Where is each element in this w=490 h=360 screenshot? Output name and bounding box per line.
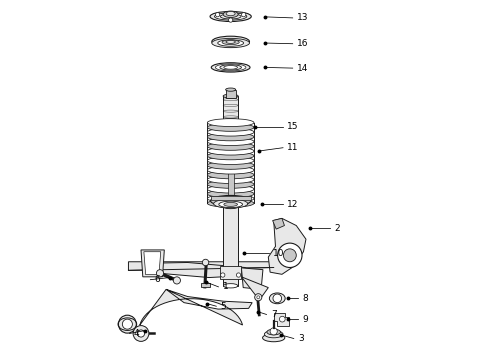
- Bar: [228, 168, 234, 207]
- Ellipse shape: [207, 195, 254, 203]
- Ellipse shape: [207, 180, 254, 188]
- Text: 11: 11: [287, 143, 299, 152]
- Polygon shape: [128, 262, 274, 270]
- Circle shape: [255, 294, 262, 301]
- Bar: [201, 283, 210, 287]
- Ellipse shape: [207, 143, 254, 150]
- Ellipse shape: [220, 14, 241, 19]
- Ellipse shape: [219, 201, 243, 208]
- Text: 13: 13: [297, 13, 309, 22]
- Ellipse shape: [207, 119, 254, 127]
- Ellipse shape: [224, 66, 238, 69]
- Ellipse shape: [224, 202, 238, 206]
- Ellipse shape: [207, 190, 254, 198]
- Circle shape: [257, 296, 260, 299]
- Ellipse shape: [207, 128, 254, 136]
- Ellipse shape: [207, 166, 254, 174]
- Ellipse shape: [228, 167, 234, 169]
- Polygon shape: [274, 313, 289, 325]
- Ellipse shape: [214, 199, 247, 208]
- Ellipse shape: [207, 147, 254, 155]
- Circle shape: [216, 13, 220, 17]
- Circle shape: [119, 315, 136, 333]
- Ellipse shape: [212, 36, 249, 47]
- Text: 9: 9: [302, 315, 308, 324]
- Bar: [220, 266, 242, 279]
- Ellipse shape: [225, 88, 236, 91]
- Ellipse shape: [207, 133, 254, 141]
- Ellipse shape: [223, 204, 238, 209]
- Ellipse shape: [207, 176, 254, 184]
- Text: 5: 5: [220, 302, 226, 311]
- Text: 1: 1: [223, 282, 228, 291]
- Ellipse shape: [215, 13, 247, 20]
- Polygon shape: [242, 268, 263, 289]
- Polygon shape: [223, 207, 238, 286]
- Text: 12: 12: [287, 200, 299, 209]
- Circle shape: [228, 18, 233, 22]
- Circle shape: [270, 328, 277, 335]
- Ellipse shape: [207, 161, 254, 169]
- Text: 15: 15: [287, 122, 299, 131]
- Text: 16: 16: [297, 39, 309, 48]
- Text: 6: 6: [155, 275, 160, 284]
- Bar: [211, 197, 251, 200]
- Circle shape: [220, 273, 225, 277]
- Text: 2: 2: [335, 224, 340, 233]
- Circle shape: [202, 259, 209, 266]
- Circle shape: [137, 330, 145, 337]
- Polygon shape: [269, 219, 306, 274]
- Ellipse shape: [223, 11, 238, 18]
- Circle shape: [242, 13, 246, 17]
- Ellipse shape: [212, 39, 249, 48]
- Text: 14: 14: [297, 64, 308, 73]
- Text: 8: 8: [302, 294, 308, 303]
- Circle shape: [279, 316, 285, 322]
- Ellipse shape: [207, 152, 254, 160]
- Ellipse shape: [223, 284, 238, 288]
- Polygon shape: [140, 289, 252, 325]
- Ellipse shape: [226, 12, 235, 16]
- Text: 7: 7: [271, 310, 276, 319]
- Polygon shape: [272, 219, 285, 229]
- Polygon shape: [144, 252, 161, 275]
- Bar: [225, 90, 236, 98]
- Circle shape: [273, 294, 282, 303]
- Text: 10: 10: [273, 249, 285, 258]
- Ellipse shape: [216, 64, 246, 71]
- Circle shape: [156, 270, 164, 277]
- Ellipse shape: [207, 185, 254, 193]
- Circle shape: [236, 273, 241, 277]
- Ellipse shape: [211, 63, 250, 72]
- Polygon shape: [242, 277, 269, 300]
- Ellipse shape: [207, 138, 254, 145]
- Ellipse shape: [207, 123, 254, 131]
- Text: 3: 3: [298, 334, 304, 343]
- Ellipse shape: [226, 41, 235, 43]
- Circle shape: [173, 277, 180, 284]
- Ellipse shape: [223, 94, 238, 98]
- Circle shape: [283, 249, 296, 262]
- Ellipse shape: [220, 65, 242, 70]
- Ellipse shape: [222, 40, 239, 45]
- Ellipse shape: [265, 330, 283, 338]
- Ellipse shape: [207, 171, 254, 179]
- Bar: [223, 96, 238, 121]
- Ellipse shape: [210, 12, 251, 22]
- Polygon shape: [152, 262, 256, 278]
- Circle shape: [133, 325, 149, 341]
- Ellipse shape: [218, 40, 244, 46]
- Circle shape: [278, 243, 302, 267]
- Ellipse shape: [270, 293, 285, 304]
- Text: 4: 4: [134, 329, 140, 338]
- Ellipse shape: [263, 334, 285, 342]
- Ellipse shape: [207, 199, 254, 207]
- Polygon shape: [141, 250, 164, 277]
- Ellipse shape: [223, 118, 238, 122]
- Circle shape: [122, 319, 132, 329]
- Ellipse shape: [267, 329, 280, 335]
- Ellipse shape: [211, 195, 251, 206]
- Ellipse shape: [207, 157, 254, 165]
